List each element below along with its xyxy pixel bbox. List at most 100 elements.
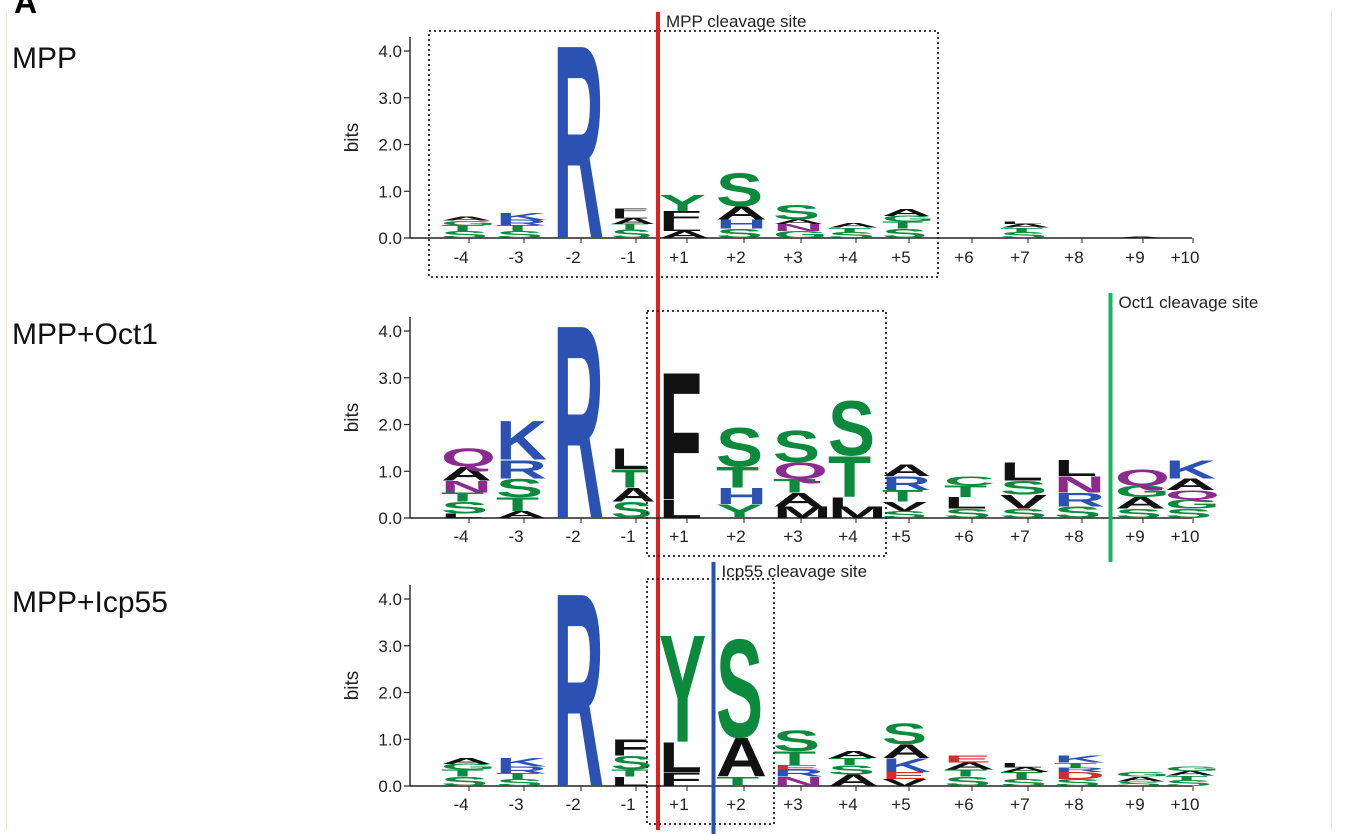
logo-letter-M: M: [773, 503, 832, 521]
logo-letter-H: H: [716, 217, 767, 232]
x-tick-label: +2: [726, 527, 745, 546]
logo-letter-S: S: [716, 418, 763, 479]
figure-frame-left: [6, 10, 7, 830]
logo-letter-S: S: [611, 228, 652, 241]
logo-letter-N: N: [1054, 472, 1105, 497]
logo-letter-T: T: [611, 223, 649, 232]
logo-letter-R: R: [553, 0, 604, 297]
logo-letter-T: T: [944, 482, 987, 500]
logo-letter-F: F: [611, 207, 649, 214]
logo-letter-V: V: [882, 499, 928, 513]
logo-letter-T: T: [441, 490, 484, 505]
y-tick-label: 0.0: [378, 509, 402, 528]
logo-letter-S: S: [716, 609, 763, 767]
logo-letter-T: T: [882, 487, 923, 505]
x-tick-label: -1: [620, 527, 635, 546]
y-tick-label: 4.0: [378, 590, 402, 609]
logo-letter-K: K: [1165, 455, 1216, 484]
logo-letter-T: T: [773, 475, 817, 497]
y-tick-label: 3.0: [378, 369, 402, 388]
logo-letter-Y: Y: [659, 191, 706, 216]
logo-letter-S: S: [944, 506, 991, 521]
logo-letter-A: A: [882, 461, 931, 479]
logo-letter-S: S: [1000, 231, 1047, 240]
logo-letter-C: C: [944, 473, 995, 488]
x-tick-label: -4: [453, 248, 468, 267]
logo-letter-K: K: [496, 411, 547, 472]
logo-letter-S: S: [1054, 777, 1101, 788]
logo-letter-S: S: [611, 497, 652, 523]
x-tick-label: +6: [954, 527, 973, 546]
cleavage-site-label: Oct1 cleavage site: [1119, 293, 1259, 312]
logo-letter-S: S: [944, 774, 991, 789]
logo-letter-L: L: [611, 775, 649, 789]
x-tick-label: +1: [669, 795, 688, 814]
logo-letter-S: S: [441, 499, 488, 517]
y-axis-label: bits: [342, 671, 363, 701]
logo-letter-T: T: [441, 768, 484, 779]
logo-letter-G: G: [1165, 765, 1220, 772]
logo-letter-S: S: [882, 226, 927, 240]
x-tick-label: +3: [783, 527, 802, 546]
x-tick-label: -2: [565, 248, 580, 267]
logo-letter-T: T: [1000, 227, 1044, 234]
logo-letter-A: A: [1115, 775, 1166, 782]
x-tick-label: +1: [669, 248, 688, 267]
logo-letter-R: R: [496, 218, 547, 227]
logo-letter-A: A: [828, 749, 879, 760]
logo-letter-T: T: [611, 464, 649, 493]
logo-letter-E: E: [944, 754, 991, 765]
logo-letter-S: S: [1115, 506, 1162, 521]
logo-letter-K: K: [882, 754, 931, 776]
logo-letter-S: S: [716, 226, 763, 241]
x-tick-label: +5: [891, 527, 910, 546]
logo-letter-T: T: [828, 444, 871, 510]
logo-letter-S: S: [496, 777, 543, 788]
y-tick-label: 3.0: [378, 89, 402, 108]
logo-letter-S: S: [611, 752, 652, 774]
logo-letter-D: D: [1054, 770, 1105, 781]
logo-letter-S: S: [496, 229, 543, 240]
logo-letter-A: A: [1115, 494, 1166, 512]
logo-letter-S: S: [1165, 779, 1212, 788]
logo-letter-S: S: [1000, 506, 1047, 521]
logo-letter-T: T: [1165, 775, 1209, 782]
x-tick-label: +8: [1064, 248, 1083, 267]
y-axis-label: bits: [342, 123, 363, 153]
x-tick-label: -3: [508, 527, 523, 546]
x-tick-label: +8: [1064, 795, 1083, 814]
logo-letter-T: T: [882, 220, 923, 231]
logo-letter-G: G: [441, 220, 496, 227]
logo-letter-T: T: [1000, 770, 1043, 781]
logo-letter-Y: Y: [716, 500, 763, 522]
x-tick-label: +4: [838, 527, 857, 546]
logo-letter-F: F: [659, 768, 702, 790]
logo-letter-A: A: [1165, 770, 1216, 777]
y-tick-label: 3.0: [378, 637, 402, 656]
x-tick-label: +7: [1010, 248, 1029, 267]
logo-letter-Y: Y: [659, 604, 706, 775]
logo-letter-A: A: [882, 207, 931, 218]
cleavage-site-label: MPP cleavage site: [666, 12, 806, 31]
logo-letter-T: T: [611, 768, 649, 779]
logo-letter-A: A: [944, 761, 995, 772]
logo-letter-A: A: [611, 484, 656, 506]
logo-letter-R: R: [553, 535, 604, 834]
logo-letter-A: A: [441, 757, 492, 766]
x-tick-label: -2: [565, 527, 580, 546]
logo-letter-S: S: [828, 762, 875, 777]
logo-letter-S: S: [716, 164, 763, 217]
dotted-box: [646, 578, 775, 825]
logo-letter-S: S: [1000, 477, 1047, 499]
logo-letter-S: S: [828, 231, 875, 240]
logo-letter-S: S: [1000, 777, 1047, 788]
x-tick-label: +8: [1064, 527, 1083, 546]
logo-letter-F: F: [611, 735, 649, 761]
logo-letter-T: T: [716, 462, 759, 495]
logo-letter-V: V: [882, 777, 927, 788]
x-tick-label: +2: [726, 795, 745, 814]
logo-letter-L: L: [1000, 761, 1043, 768]
logo-letter-R: R: [773, 768, 824, 779]
logo-letter-F: F: [659, 208, 702, 226]
logo-letter-I: I: [828, 494, 848, 509]
